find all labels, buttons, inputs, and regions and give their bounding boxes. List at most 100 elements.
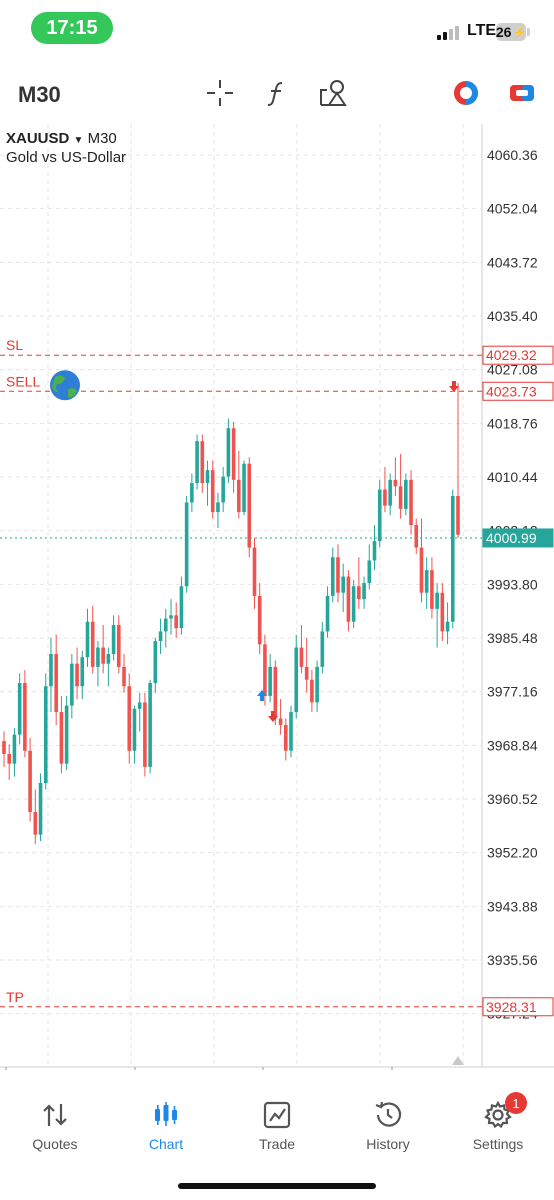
- candle-body: [195, 441, 199, 484]
- candle-body: [80, 657, 85, 687]
- candle: [195, 434, 199, 490]
- candle: [169, 599, 173, 635]
- candle-body: [450, 495, 455, 622]
- candle: [221, 466, 225, 513]
- sell-order-price: 4023.73: [486, 383, 537, 399]
- candle: [54, 634, 58, 725]
- scroll-to-end-icon[interactable]: [452, 1056, 464, 1065]
- candle: [247, 457, 252, 558]
- candle-body: [336, 557, 340, 593]
- candle: [210, 460, 215, 519]
- candle-body: [367, 560, 372, 584]
- take-profit-price: 3928.31: [486, 999, 537, 1015]
- candle-body: [346, 576, 351, 622]
- tab-quotes[interactable]: Quotes: [0, 1090, 110, 1160]
- candle-body: [273, 666, 278, 719]
- candle: [117, 615, 121, 674]
- price-tick-label: 4060.36: [487, 147, 538, 163]
- crosshair-icon[interactable]: [205, 78, 235, 108]
- candle-body: [372, 541, 377, 561]
- candle-body: [12, 734, 17, 764]
- sell-arrow-icon: [268, 711, 278, 722]
- candle-body: [117, 624, 121, 667]
- candle: [153, 637, 158, 693]
- candle: [372, 524, 377, 571]
- candle: [231, 421, 236, 493]
- candle-body: [268, 666, 272, 696]
- chart-toolbar: M30: [0, 62, 554, 124]
- candle: [357, 557, 361, 609]
- candle: [325, 586, 330, 638]
- candle-body: [221, 476, 225, 503]
- candle-body: [231, 428, 236, 480]
- candle: [96, 641, 100, 687]
- candle: [414, 518, 419, 555]
- current-price-price: 4000.99: [486, 530, 537, 546]
- price-tick-label: 3960.52: [487, 791, 538, 807]
- candle: [294, 634, 299, 719]
- candle: [445, 602, 450, 645]
- candle-body: [216, 502, 220, 513]
- candle: [242, 460, 246, 516]
- candle: [257, 583, 262, 654]
- candle-body: [294, 647, 299, 713]
- candle-body: [153, 641, 158, 684]
- candle: [252, 537, 257, 609]
- candle: [184, 495, 189, 593]
- candle: [330, 547, 335, 603]
- tab-label: History: [366, 1136, 410, 1152]
- candle-body: [101, 647, 105, 664]
- candle: [127, 673, 132, 764]
- candle-body: [247, 463, 252, 548]
- tab-settings[interactable]: Settings 1: [443, 1090, 553, 1160]
- tab-history[interactable]: History: [333, 1090, 443, 1160]
- chart-canvas[interactable]: 4060.36 4052.04 4043.72 4035.40 4027.08 4018.…: [0, 124, 554, 1070]
- candle-body: [330, 557, 335, 596]
- globe-icon: [50, 370, 80, 401]
- one-click-trading-icon[interactable]: [507, 78, 537, 108]
- take-profit-label: TP: [6, 989, 24, 1005]
- candle: [122, 653, 126, 693]
- candle: [174, 602, 179, 638]
- timeframe-button[interactable]: M30: [18, 82, 61, 107]
- trade-indicator-icon[interactable]: [451, 78, 481, 108]
- candle-body: [304, 666, 309, 680]
- candle-body: [28, 750, 32, 813]
- price-chart[interactable]: 4060.36 4052.04 4043.72 4035.40 4027.08 4018.…: [0, 124, 554, 1070]
- stop-loss-price: 4029.32: [486, 347, 537, 363]
- candle-body: [38, 783, 43, 835]
- candle-body: [377, 489, 382, 542]
- price-tick-label: 3993.80: [487, 576, 538, 592]
- candle-body: [242, 463, 246, 513]
- candle: [49, 637, 53, 713]
- symbol-header[interactable]: XAUUSD ▼ M30: [6, 130, 117, 147]
- price-tick-label: 3985.48: [487, 630, 538, 646]
- candle: [38, 773, 43, 842]
- candle: [404, 473, 408, 516]
- candle: [273, 660, 278, 725]
- candle: [158, 618, 163, 654]
- candle-body: [64, 705, 69, 764]
- candle: [377, 479, 382, 548]
- candle-body: [414, 524, 419, 548]
- candle: [23, 670, 27, 758]
- stop-loss-label: SL: [6, 337, 23, 353]
- candle: [367, 544, 372, 590]
- candle-body: [111, 624, 116, 654]
- candle-body: [90, 621, 95, 667]
- candle: [64, 695, 69, 771]
- candle-body: [96, 647, 100, 667]
- candle: [80, 650, 85, 700]
- candle: [33, 789, 38, 845]
- tab-trade[interactable]: Trade: [222, 1090, 332, 1160]
- candle: [28, 737, 32, 822]
- candle-body: [70, 663, 74, 706]
- candle: [383, 466, 387, 513]
- tab-chart[interactable]: Chart: [111, 1090, 221, 1160]
- candle-body: [33, 812, 38, 835]
- candle-body: [17, 683, 22, 735]
- candle: [424, 557, 429, 609]
- function-icon[interactable]: [262, 78, 292, 108]
- objects-icon[interactable]: [318, 78, 348, 108]
- candle: [440, 583, 445, 642]
